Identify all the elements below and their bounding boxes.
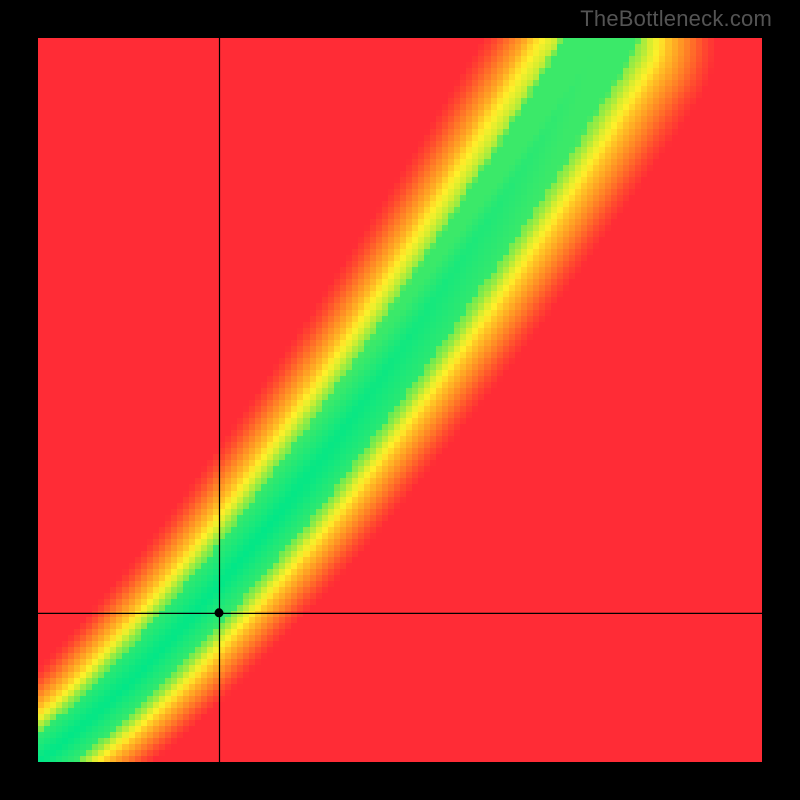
watermark-text: TheBottleneck.com — [580, 6, 772, 32]
bottleneck-heatmap — [0, 0, 800, 800]
chart-container: TheBottleneck.com — [0, 0, 800, 800]
